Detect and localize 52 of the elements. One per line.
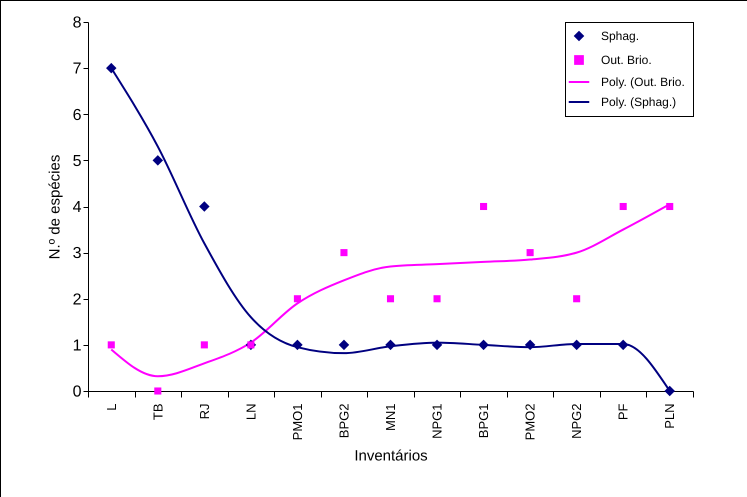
x-tick-label: PF xyxy=(616,403,631,420)
x-tick-label: BPG1 xyxy=(476,404,492,438)
point xyxy=(340,249,348,256)
x-tick-label: BPG2 xyxy=(336,404,352,438)
y-tick-label: 8 xyxy=(72,14,82,32)
y-tick-label: 4 xyxy=(72,199,82,216)
legend-label: Poly. (Out. Brio. xyxy=(601,75,685,89)
legend-label: Out. Brio. xyxy=(601,53,652,67)
y-tick-label: 6 xyxy=(72,106,82,124)
point xyxy=(524,340,536,350)
y-tick-label: 3 xyxy=(72,245,82,262)
y-tick-label: 5 xyxy=(72,152,82,170)
x-tick-label: MN1 xyxy=(383,404,398,431)
x-tick-label: RJ xyxy=(196,404,212,420)
point xyxy=(338,340,350,350)
x-tick-label: NPG2 xyxy=(569,404,584,439)
x-tick-label: TB xyxy=(150,404,166,420)
point xyxy=(478,340,489,350)
point xyxy=(526,249,534,256)
x-tick-label: PMO2 xyxy=(522,404,538,440)
point xyxy=(199,201,210,212)
point xyxy=(152,155,164,166)
point xyxy=(200,341,208,348)
point xyxy=(386,295,394,302)
x-axis-title: Inventários xyxy=(354,447,428,464)
point xyxy=(294,295,301,302)
point xyxy=(432,340,442,350)
x-tick-label: LN xyxy=(243,404,258,420)
point xyxy=(666,202,674,210)
point xyxy=(573,295,580,302)
point xyxy=(106,62,117,74)
point xyxy=(480,202,488,210)
legend-label: Sphag. xyxy=(601,29,640,43)
point xyxy=(154,387,162,395)
point xyxy=(620,202,627,210)
point xyxy=(292,340,303,350)
point xyxy=(108,341,115,348)
point xyxy=(618,340,628,350)
legend-label: Poly. (Sphag.) xyxy=(601,95,676,109)
point xyxy=(664,386,675,396)
x-tick-label: PLN xyxy=(662,404,678,429)
y-tick-label: 2 xyxy=(72,291,82,308)
point xyxy=(571,340,582,350)
x-tick-label: L xyxy=(104,404,119,411)
y-tick-label: 1 xyxy=(72,337,82,354)
point xyxy=(385,340,396,350)
x-tick-label: NPG1 xyxy=(430,404,445,439)
point xyxy=(434,295,441,302)
y-tick-label: 7 xyxy=(72,60,82,78)
y-axis-title: N.º de espécies xyxy=(46,154,64,260)
y-tick-label: 0 xyxy=(72,384,82,400)
x-tick-label: PMO1 xyxy=(290,404,305,440)
